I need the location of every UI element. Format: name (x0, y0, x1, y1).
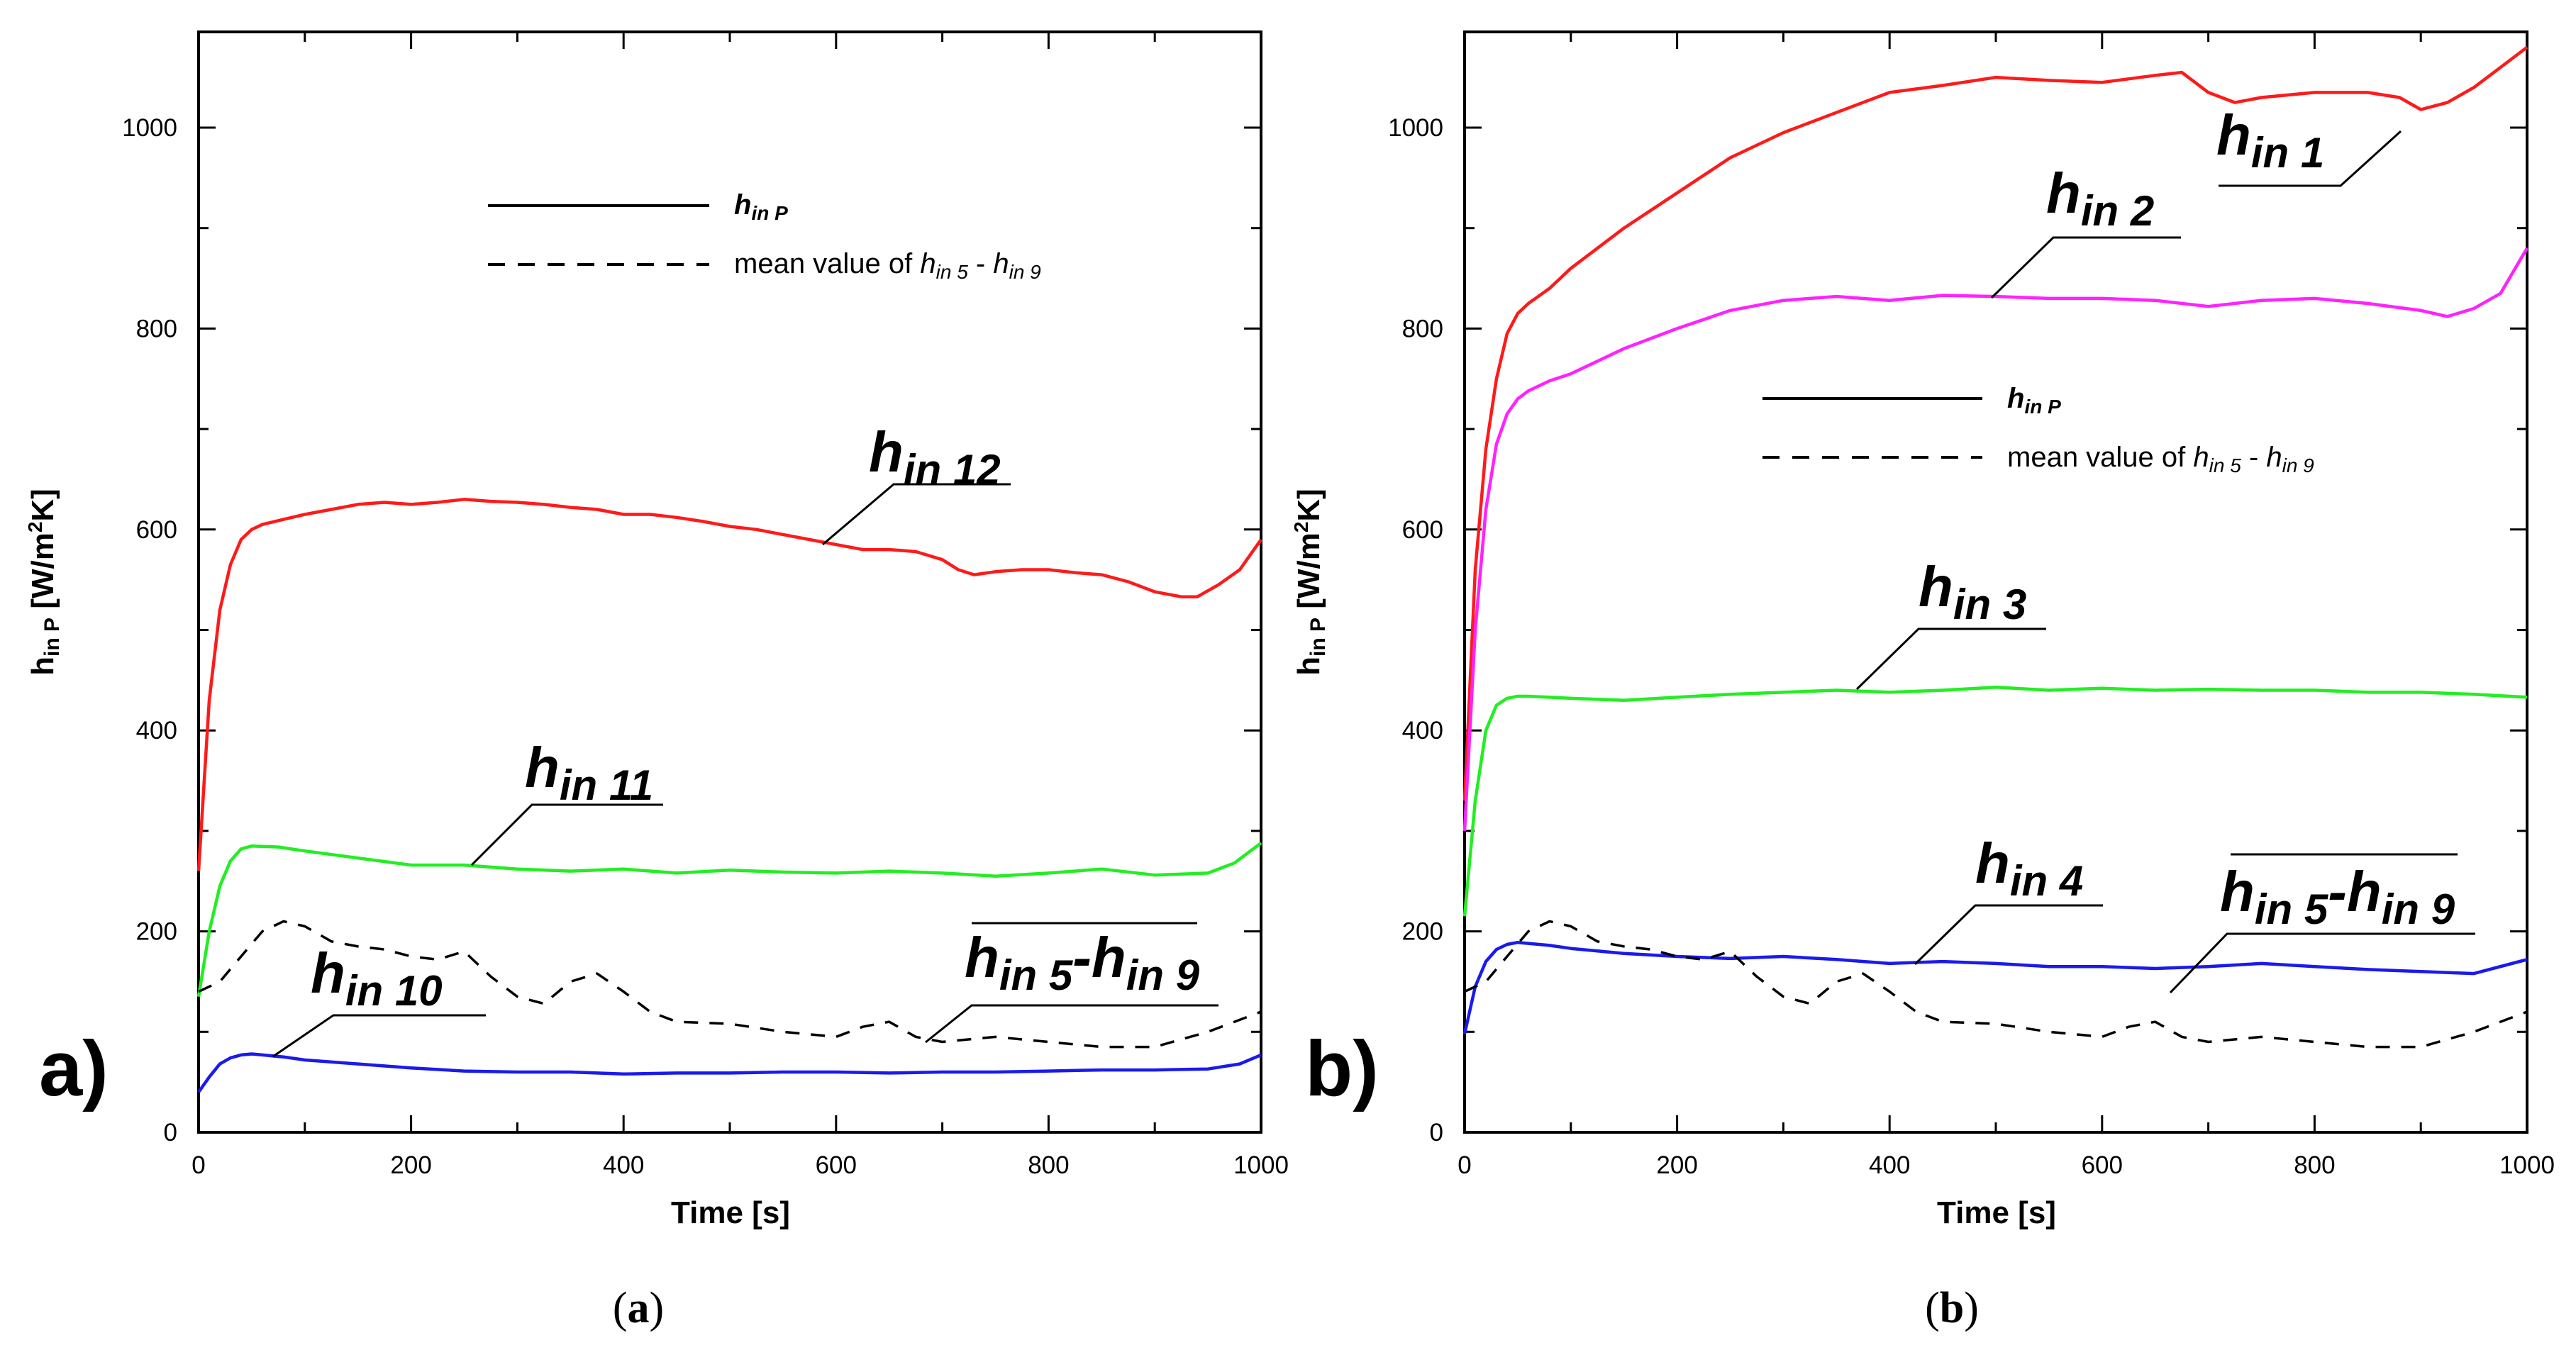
caption-a: (a) (613, 1284, 664, 1332)
chart-b: 0 200 400 600 800 1000 0 200 400 600 800 1000 hin P… (1290, 30, 2555, 1230)
legend-b: hin P mean value of hin 5 - hin 9 (1762, 383, 2314, 476)
annotation-h-in-11: hin 11 (470, 736, 663, 866)
annotation-h-in-1: hin 1 (2216, 104, 2402, 187)
panel-label-b: b) (1305, 1025, 1379, 1112)
y-tick-label: 800 (1402, 315, 1443, 342)
annotation-h-in-2: hin 2 (1990, 162, 2181, 299)
x-tick-label: 0 (1458, 1151, 1471, 1179)
series-line-h-in-2 (1462, 247, 2528, 832)
x-tick-label: 400 (1869, 1151, 1910, 1179)
annotation-h-in-5-9-b: hin 5-hin 9 (2169, 853, 2475, 994)
y-tick-label: 600 (136, 516, 177, 544)
x-tick-label: 600 (2082, 1151, 2123, 1179)
series-line-h-in-11 (196, 842, 1262, 998)
y-tick-label: 1000 (122, 114, 177, 142)
y-tick-label: 1000 (1388, 114, 1443, 142)
y-tick-label: 0 (1430, 1119, 1443, 1146)
annotation-text: hin 1 (2216, 104, 2324, 177)
annotation-text: hin 11 (525, 736, 653, 809)
series-line-h-in-5-h-in-9 (198, 920, 1262, 1049)
y-tick-label: 200 (136, 918, 177, 946)
annotation-text: hin 4 (1975, 832, 2083, 905)
series-line-h-in-12 (196, 498, 1262, 871)
annotation-leader (2169, 932, 2475, 994)
ticks-b: 0 200 400 600 800 1000 0 200 400 600 800 1000 (1388, 32, 2555, 1179)
annotation-text: hin 10 (311, 942, 443, 1015)
annotation-h-in-10: hin 10 (272, 942, 486, 1058)
annotation-leader (2219, 130, 2402, 187)
y-axis-label-a: hin P [W/m2K] (24, 489, 64, 676)
ticks-a: 0 200 400 600 800 1000 0 200 400 600 800 1000 (122, 32, 1289, 1179)
y-tick-label: 600 (1402, 516, 1443, 544)
annotation-leader (1990, 236, 2181, 299)
series-a (196, 498, 1262, 1093)
y-axis-label-b: hin P [W/m2K] (1290, 489, 1330, 676)
x-tick-label: 200 (1656, 1151, 1697, 1179)
annotation-h-in-5-9-a: hin 5-hin 9 (925, 922, 1218, 1044)
annotation-leader (822, 483, 1011, 546)
x-tick-label: 600 (816, 1151, 857, 1179)
annotation-text: hin 2 (2046, 162, 2154, 235)
annotation-leader (470, 803, 663, 866)
legend-solid-label-b: hin P (2007, 383, 2061, 418)
y-tick-label: 400 (136, 717, 177, 744)
legend-dashed-label-b: mean value of hin 5 - hin 9 (2007, 442, 2314, 476)
y-tick-label: 400 (1402, 717, 1443, 744)
legend-a: hin P mean value of hin 5 - hin 9 (488, 189, 1041, 283)
y-tick-label: 200 (1402, 918, 1443, 946)
y-tick-label: 0 (164, 1119, 177, 1146)
annotation-text: hin 3 (1919, 555, 2026, 628)
y-tick-label: 800 (136, 315, 177, 342)
x-axis-label-b: Time [s] (1937, 1195, 2056, 1230)
x-tick-label: 200 (390, 1151, 431, 1179)
legend-dashed-label-a: mean value of hin 5 - hin 9 (734, 248, 1041, 283)
annotation-leader (1855, 627, 2046, 691)
annotation-h-in-3: hin 3 (1855, 555, 2046, 691)
x-axis-label-a: Time [s] (671, 1195, 790, 1230)
series-line-h-in-10 (197, 1052, 1262, 1093)
panel-label-a: a) (39, 1025, 109, 1112)
series-line-h-in-5-h-in-9 (1464, 920, 2528, 1049)
annotation-leader (925, 1004, 1218, 1044)
x-tick-label: 800 (2294, 1151, 2335, 1179)
x-tick-label: 800 (1028, 1151, 1069, 1179)
chart-a: 0 200 400 600 800 1000 0 200 400 600 800 1000 hin P… (24, 30, 1289, 1230)
caption-b: (b) (1925, 1284, 1979, 1332)
annotation-h-in-12: hin 12 (822, 420, 1011, 546)
series-line-h-in-1 (1462, 45, 2528, 801)
x-tick-label: 0 (191, 1151, 205, 1179)
annotation-leader (272, 1014, 486, 1058)
legend-solid-label-a: hin P (734, 189, 788, 224)
series-line-h-in-3 (1462, 686, 2528, 917)
series-line-h-in-4 (1462, 940, 2528, 1034)
annotation-text: hin 5-hin 9 (965, 926, 1200, 999)
annotation-text: hin 5-hin 9 (2220, 860, 2455, 933)
annotation-h-in-4: hin 4 (1914, 832, 2103, 966)
x-tick-label: 1000 (1233, 1151, 1289, 1179)
x-tick-label: 1000 (2499, 1151, 2555, 1179)
x-tick-label: 400 (603, 1151, 644, 1179)
annotation-leader (1914, 904, 2103, 966)
annotation-text: hin 12 (869, 420, 1001, 493)
series-b (1462, 45, 2528, 1049)
